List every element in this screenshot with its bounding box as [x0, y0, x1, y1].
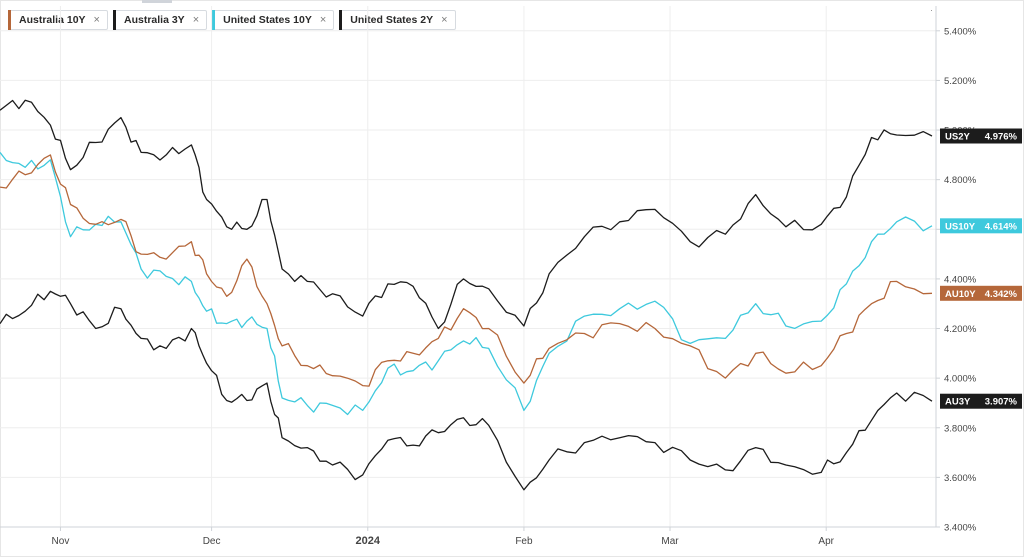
x-tick-label: Dec	[203, 536, 221, 547]
legend: Australia 10Y × Australia 3Y × United St…	[8, 10, 456, 30]
legend-chip-united-states-2y[interactable]: United States 2Y ×	[339, 10, 456, 30]
series-line-au3y	[0, 290, 933, 491]
y-tick-label: 4.200%	[944, 324, 977, 335]
x-tick-label: Feb	[515, 536, 533, 547]
top-accent-bar	[142, 0, 172, 3]
x-tick-label: Mar	[661, 536, 679, 547]
tag-symbol: AU3Y	[945, 397, 971, 408]
tag-symbol: AU10Y	[945, 289, 976, 300]
series-color-swatch	[8, 10, 11, 30]
legend-label: Australia 10Y	[19, 14, 86, 26]
tag-symbol: US10Y	[945, 221, 976, 232]
close-icon[interactable]: ×	[441, 14, 448, 26]
tag-background	[940, 218, 1022, 234]
legend-label: Australia 3Y	[123, 14, 185, 26]
tag-symbol: US2Y	[945, 132, 970, 143]
last-value-tag-us2y: US2Y 4.976%	[940, 128, 1022, 144]
y-tick-label: 4.000%	[944, 374, 977, 385]
legend-label: United States 10Y	[223, 14, 312, 26]
close-icon[interactable]: ×	[319, 14, 327, 26]
y-tick-label: 4.400%	[944, 274, 977, 285]
x-axis-ticks: Nov Dec 2024 Feb Mar Apr	[52, 527, 835, 547]
legend-label: United States 2Y	[350, 14, 434, 26]
axis-menu-dots[interactable]: ·	[930, 5, 933, 15]
x-tick-label: Apr	[818, 536, 834, 547]
y-tick-label: 4.800%	[944, 175, 977, 186]
x-tick-label: Nov	[52, 536, 70, 547]
series-lines	[0, 99, 933, 491]
last-value-tag-au10y: AU10Y 4.342%	[940, 285, 1022, 301]
tag-value: 4.342%	[985, 289, 1018, 300]
series-line-us2y	[0, 99, 933, 330]
legend-chip-united-states-10y[interactable]: United States 10Y ×	[212, 10, 335, 30]
last-value-tag-us10y: US10Y 4.614%	[940, 218, 1022, 234]
last-value-tag-au3y: AU3Y 3.907%	[940, 393, 1022, 409]
legend-chip-australia-10y[interactable]: Australia 10Y ×	[8, 10, 108, 30]
close-icon[interactable]: ×	[93, 14, 100, 26]
series-color-swatch	[339, 10, 343, 30]
y-tick-label: 3.400%	[944, 523, 977, 534]
tag-value: 4.614%	[985, 221, 1018, 232]
tag-background	[940, 128, 1022, 144]
series-color-swatch	[112, 10, 116, 30]
y-tick-label: 3.800%	[944, 423, 977, 434]
y-tick-label: 5.400%	[944, 26, 977, 37]
tag-background	[940, 393, 1022, 409]
tag-value: 3.907%	[985, 397, 1018, 408]
y-tick-label: 5.200%	[944, 76, 977, 87]
series-line-us10y	[0, 152, 933, 416]
series-color-swatch	[212, 10, 216, 30]
last-value-tags: US2Y 4.976% US10Y 4.614% AU10Y 4.342% AU3Y 3.90…	[940, 128, 1022, 409]
close-icon[interactable]: ×	[192, 14, 200, 26]
legend-chip-australia-3y[interactable]: Australia 3Y ×	[112, 10, 208, 30]
x-tick-label: 2024	[356, 535, 381, 547]
series-line-au10y	[0, 154, 933, 387]
y-tick-label: 3.600%	[944, 473, 977, 484]
tag-background	[940, 285, 1022, 301]
y-axis-ticks: 3.400%3.600%3.800%4.000%4.200%4.400%4.60…	[936, 26, 977, 534]
tag-value: 4.976%	[985, 132, 1018, 143]
